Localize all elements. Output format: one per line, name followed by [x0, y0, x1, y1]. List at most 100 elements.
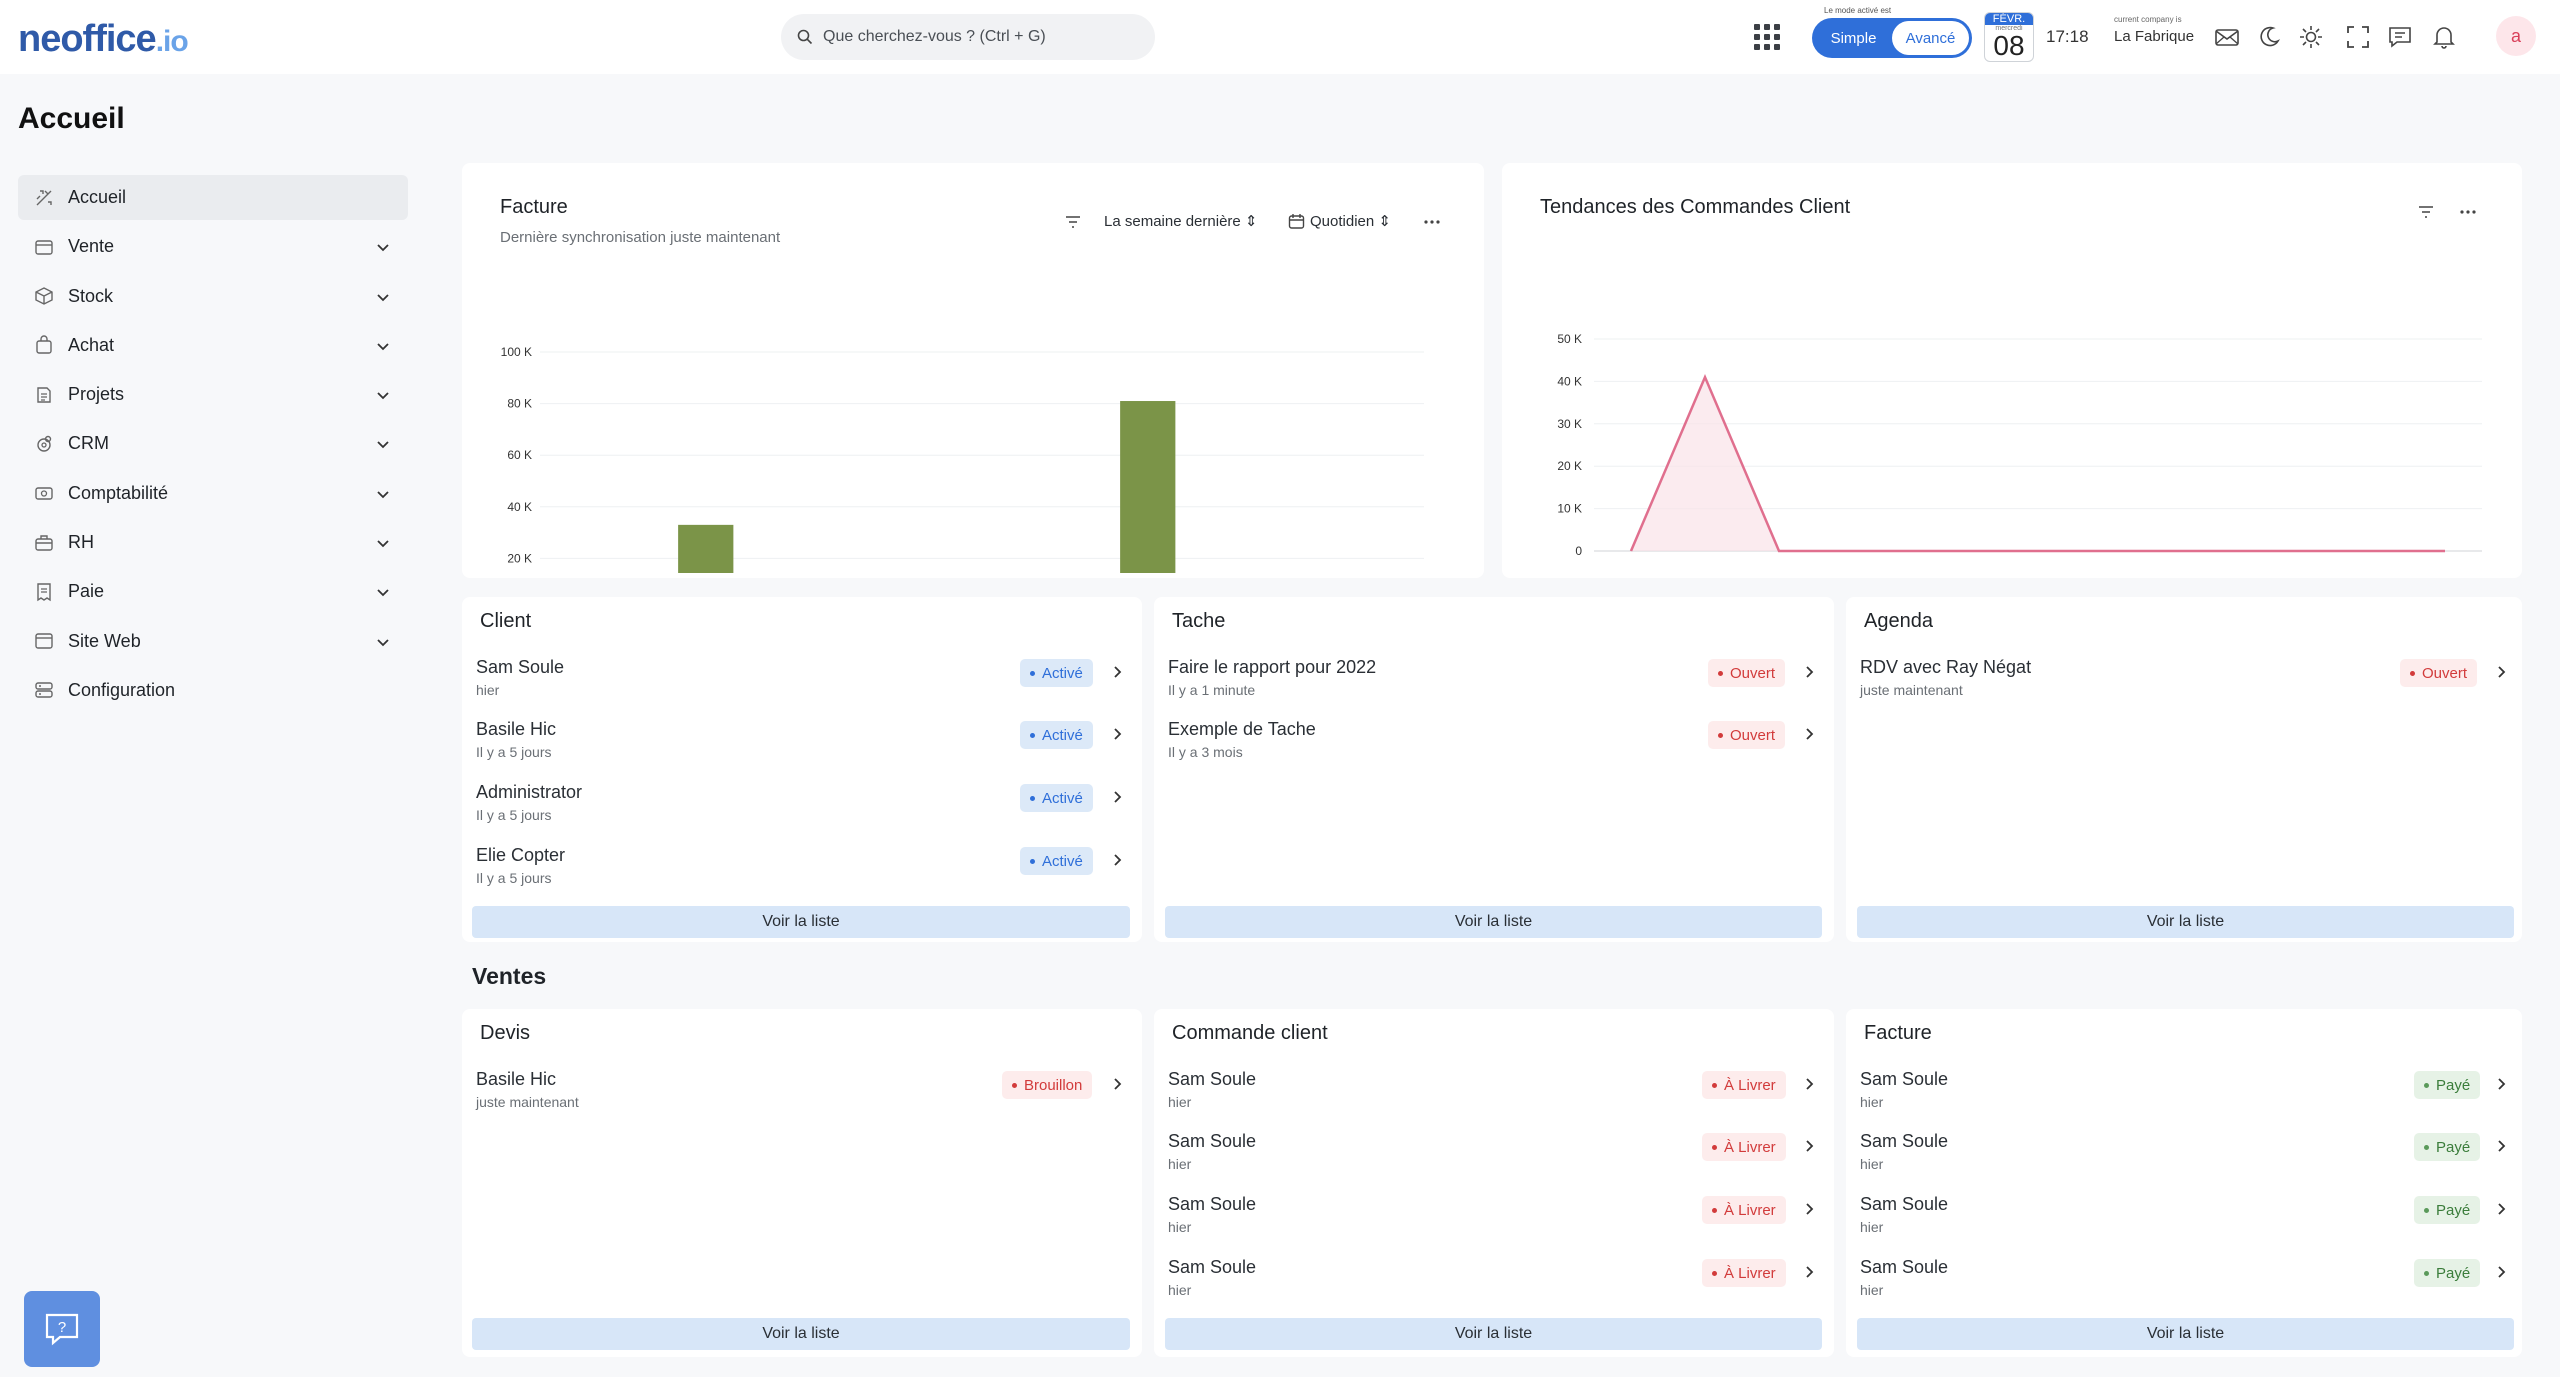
sidebar-item-configuration[interactable]: Configuration — [18, 668, 408, 713]
sidebar-item-projets[interactable]: Projets — [18, 372, 408, 417]
list-item[interactable]: Sam Soule hier Payé — [1846, 1194, 2522, 1256]
chevron-right-icon[interactable] — [2494, 1202, 2508, 1216]
voir-liste-button[interactable]: Voir la liste — [1857, 906, 2514, 938]
chevron-right-icon[interactable] — [1110, 853, 1124, 867]
apps-grid-icon[interactable] — [1754, 24, 1780, 50]
order-name: Sam Soule — [1168, 1257, 1257, 1277]
chevron-down-icon[interactable] — [376, 290, 390, 304]
list-item[interactable]: Basile Hic Il y a 5 jours Activé — [462, 719, 1142, 781]
list-item[interactable]: Sam Soule hier À Livrer — [1154, 1131, 1834, 1193]
chat-icon[interactable] — [2387, 24, 2413, 50]
status-badge: Ouvert — [1708, 721, 1786, 749]
chevron-down-icon[interactable] — [376, 437, 390, 451]
chevron-right-icon[interactable] — [1802, 1077, 1816, 1091]
chevron-down-icon[interactable] — [376, 536, 390, 550]
sidebar-item-achat[interactable]: Achat — [18, 323, 408, 368]
period-selector[interactable]: La semaine dernière ⇕ — [1104, 213, 1258, 230]
sidebar-item-site-web[interactable]: Site Web — [18, 619, 408, 664]
status-badge: Payé — [2414, 1133, 2481, 1161]
mail-icon[interactable] — [2214, 24, 2240, 50]
sidebar-item-label: Paie — [68, 581, 105, 602]
home-icon — [36, 189, 52, 205]
chevron-right-icon[interactable] — [2494, 1077, 2508, 1091]
sidebar-item-rh[interactable]: RH — [18, 520, 408, 565]
projects-icon — [37, 386, 51, 403]
status-badge: À Livrer — [1702, 1071, 1786, 1099]
fullscreen-icon[interactable] — [2345, 24, 2371, 50]
chevron-right-icon[interactable] — [2494, 1265, 2508, 1279]
sidebar-item-paie[interactable]: Paie — [18, 569, 408, 614]
voir-liste-button[interactable]: Voir la liste — [1165, 906, 1822, 938]
brightness-icon[interactable] — [2298, 24, 2324, 50]
sidebar-item-comptabilite[interactable]: Comptabilité — [18, 471, 408, 516]
list-item[interactable]: Faire le rapport pour 2022 Il y a 1 minu… — [1154, 657, 1834, 719]
chevron-right-icon[interactable] — [1802, 1139, 1816, 1153]
chevron-right-icon[interactable] — [1802, 1265, 1816, 1279]
sidebar-item-stock[interactable]: Stock — [18, 274, 408, 319]
list-item[interactable]: Sam Soule hier Payé — [1846, 1257, 2522, 1319]
chevron-down-icon[interactable] — [376, 585, 390, 599]
chevron-right-icon[interactable] — [2494, 1139, 2508, 1153]
bell-icon[interactable] — [2431, 24, 2457, 50]
search-input[interactable] — [823, 28, 1123, 46]
client-card: Client Sam Soule hier Activé Basile Hic … — [462, 597, 1142, 942]
chevron-right-icon[interactable] — [1110, 727, 1124, 741]
mode-avance-option[interactable]: Avancé — [1892, 21, 1969, 55]
sidebar-item-vente[interactable]: Vente — [18, 224, 408, 269]
avatar[interactable]: a — [2496, 16, 2536, 56]
help-button[interactable]: ? — [24, 1291, 100, 1367]
chevron-down-icon[interactable] — [376, 635, 390, 649]
calendar-date[interactable]: FÉVR. mercredi 08 — [1984, 12, 2034, 62]
list-item[interactable]: RDV avec Ray Négat juste maintenant Ouve… — [1846, 657, 2522, 719]
list-item[interactable]: Exemple de Tache Il y a 3 mois Ouvert — [1154, 719, 1834, 781]
sidebar-item-label: Configuration — [68, 679, 176, 700]
interval-selector[interactable]: Quotidien ⇕ — [1310, 213, 1391, 230]
list-item[interactable]: Sam Soule hier À Livrer — [1154, 1194, 1834, 1256]
order-name: Sam Soule — [1168, 1131, 1257, 1151]
chevron-right-icon[interactable] — [2494, 665, 2508, 679]
voir-liste-button[interactable]: Voir la liste — [472, 1318, 1130, 1350]
chevron-down-icon[interactable] — [376, 388, 390, 402]
list-item[interactable]: Sam Soule hier À Livrer — [1154, 1069, 1834, 1131]
chevron-down-icon[interactable] — [376, 240, 390, 254]
voir-liste-button[interactable]: Voir la liste — [1165, 1318, 1822, 1350]
more-icon[interactable] — [2458, 208, 2478, 216]
search-bar[interactable] — [781, 14, 1155, 60]
order-time: hier — [1168, 1282, 1192, 1298]
chevron-down-icon[interactable] — [376, 339, 390, 353]
task-time: Il y a 1 minute — [1168, 682, 1256, 698]
list-item[interactable]: Sam Soule hier Payé — [1846, 1069, 2522, 1131]
sidebar-item-crm[interactable]: CRM — [18, 421, 408, 466]
mode-simple-option[interactable]: Simple — [1830, 29, 1877, 47]
list-item[interactable]: Elie Copter Il y a 5 jours Activé — [462, 845, 1142, 907]
status-badge: Activé — [1020, 847, 1093, 875]
list-item[interactable]: Administrator Il y a 5 jours Activé — [462, 782, 1142, 844]
list-item[interactable]: Basile Hic juste maintenant Brouillon — [462, 1069, 1142, 1131]
chevron-right-icon[interactable] — [1110, 665, 1124, 679]
list-item[interactable]: Sam Soule hier Payé — [1846, 1131, 2522, 1193]
date-day: 08 — [1993, 30, 2025, 61]
voir-liste-button[interactable]: Voir la liste — [1857, 1318, 2514, 1350]
company-selector[interactable]: La Fabrique — [2114, 28, 2195, 45]
chevron-right-icon[interactable] — [1802, 665, 1816, 679]
logo[interactable]: neoffice.io — [18, 18, 189, 60]
voir-liste-button[interactable]: Voir la liste — [472, 906, 1130, 938]
series-area — [1631, 377, 2445, 551]
sidebar-item-label: Projets — [68, 384, 125, 405]
chevron-right-icon[interactable] — [1110, 790, 1124, 804]
list-item[interactable]: Sam Soule hier Activé — [462, 657, 1142, 719]
chevron-right-icon[interactable] — [1110, 1077, 1124, 1091]
mode-toggle[interactable]: Simple Avancé — [1812, 18, 1972, 58]
chevron-right-icon[interactable] — [1802, 1202, 1816, 1216]
chevron-down-icon[interactable] — [376, 487, 390, 501]
moon-icon[interactable] — [2256, 24, 2282, 50]
chevron-right-icon[interactable] — [1802, 727, 1816, 741]
sidebar-item-accueil[interactable]: Accueil — [18, 175, 408, 220]
list-item[interactable]: Sam Soule hier À Livrer — [1154, 1257, 1834, 1319]
more-icon[interactable] — [1422, 218, 1442, 226]
filter-icon[interactable] — [2417, 203, 2435, 221]
website-icon — [35, 633, 53, 649]
date-month: FÉVR. — [1985, 13, 2033, 25]
order-time: hier — [1168, 1219, 1192, 1235]
filter-icon[interactable] — [1064, 213, 1082, 231]
